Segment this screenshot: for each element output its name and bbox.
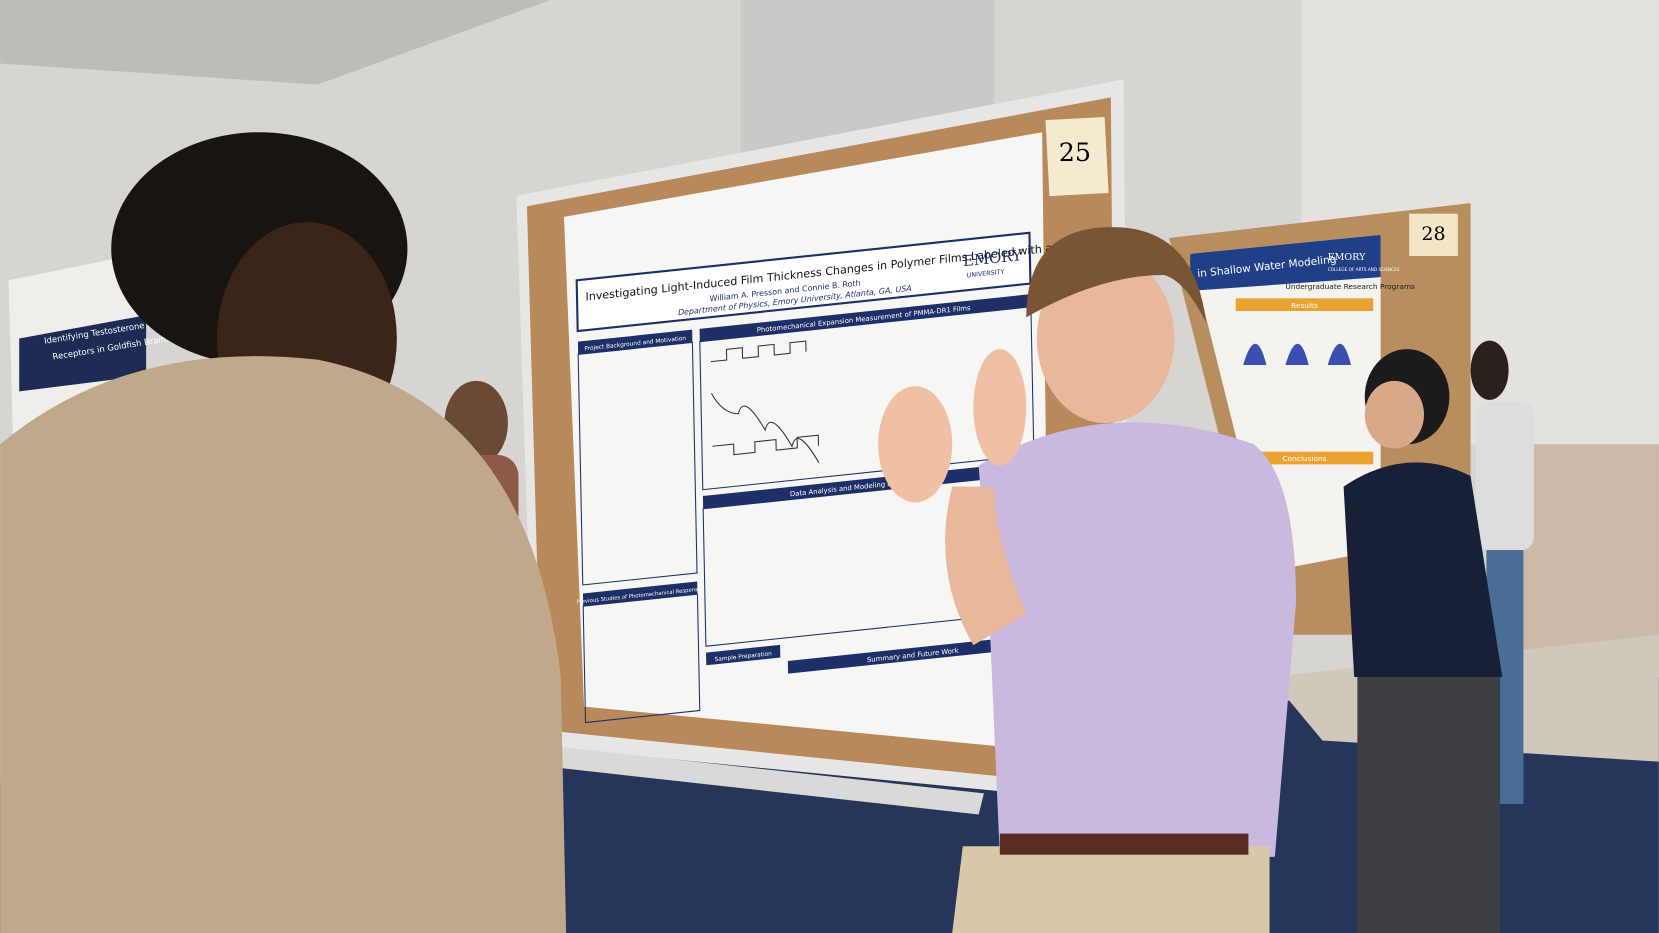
right-poster-logo: EMORY [1328, 252, 1366, 263]
right-section-title: Conclusions [1282, 454, 1326, 463]
presenter-hand [878, 386, 953, 503]
histograms [1243, 343, 1352, 365]
section-box [577, 341, 698, 586]
section-bar [787, 634, 1038, 674]
section-bar [706, 644, 781, 666]
presenter-sleeve [1015, 449, 1249, 646]
plot-lines [710, 340, 820, 463]
left-poster-header [19, 315, 147, 392]
section-bar [699, 294, 1031, 342]
section-bar [1235, 298, 1374, 311]
title-box [575, 231, 1032, 333]
right-poster-logo-sub: COLLEGE OF ARTS AND SCIENCES [1328, 267, 1400, 272]
right-poster-program: Undergraduate Research Programs [1285, 282, 1415, 291]
section-bar [582, 581, 698, 607]
right-poster [1190, 234, 1381, 572]
man-jacket [0, 356, 567, 933]
right-poster-header [1190, 234, 1381, 291]
woman-pants [1357, 677, 1501, 933]
ceiling [0, 0, 551, 85]
presenter-arm [945, 486, 1027, 646]
woman-shirt [1343, 462, 1503, 678]
poster-number: 28 [1421, 223, 1445, 245]
presenter-belt [999, 833, 1249, 855]
number-card [1045, 116, 1109, 197]
right-section-title: Results [1291, 301, 1318, 310]
woman-face [1364, 380, 1424, 449]
presenter-face [1036, 253, 1175, 424]
person-bg [1475, 401, 1535, 551]
number-card [1409, 213, 1458, 256]
main-poster [563, 132, 1050, 752]
section-bar [577, 329, 693, 355]
poster-logo-sub: UNIVERSITY [967, 269, 1005, 280]
presenter-hair [1026, 227, 1207, 323]
presenter-hand [973, 349, 1027, 466]
poster-number: 25 [1059, 137, 1091, 167]
person-bg [1470, 340, 1509, 400]
section-bar [1235, 451, 1374, 465]
section-bar [702, 461, 1035, 509]
section-box [582, 593, 701, 724]
section-box [699, 306, 1035, 491]
presenter-pants [952, 846, 1270, 933]
board-stand [550, 745, 984, 815]
